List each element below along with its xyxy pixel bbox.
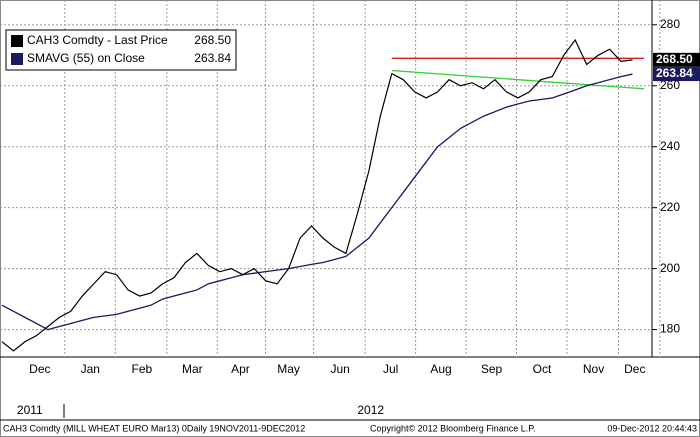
x-tick-label: Jun	[331, 362, 350, 376]
x-tick-label: Jul	[383, 362, 398, 376]
x-tick-label: May	[277, 362, 300, 376]
legend-label: SMAVG (55) on Close	[27, 51, 145, 65]
footer-left: CAH3 Comdty (MILL WHEAT EURO Mar13) 0Dai…	[3, 423, 305, 433]
series-line	[1, 38, 633, 352]
x-tick-label: Jan	[81, 362, 100, 376]
x-tick-label: Nov	[583, 362, 604, 376]
legend-value: 263.84	[194, 51, 231, 65]
series-line	[1, 73, 633, 331]
last-value-label: 268.50	[656, 52, 693, 66]
legend-box	[5, 29, 237, 71]
x-tick-label: Dec	[624, 362, 645, 376]
x-tick-label: Dec	[29, 362, 50, 376]
legend-value: 268.50	[194, 33, 231, 47]
footer-center: Copyright© 2012 Bloomberg Finance L.P.	[370, 423, 536, 433]
x-tick-label: Sep	[481, 362, 503, 376]
x-tick-label: Feb	[132, 362, 153, 376]
year-label: 2011	[17, 403, 43, 417]
legend-swatch	[11, 53, 23, 65]
y-tick-label: 240	[660, 139, 680, 153]
x-tick-label: Apr	[231, 362, 250, 376]
y-tick-label: 260	[660, 78, 680, 92]
y-tick-label: 280	[660, 17, 680, 31]
footer-right: 09-Dec-2012 20:44:43	[607, 423, 697, 433]
y-tick-label: 220	[660, 200, 680, 214]
y-tick-label: 200	[660, 261, 680, 275]
x-tick-label: Aug	[430, 362, 451, 376]
legend-label: CAH3 Comdty - Last Price	[27, 33, 168, 47]
trend-line	[391, 69, 645, 90]
legend-swatch	[11, 35, 23, 47]
last-value-box	[653, 52, 700, 67]
last-value-box	[653, 67, 700, 82]
y-tick-label: 180	[660, 322, 680, 336]
last-value-label: 263.84	[656, 66, 693, 80]
x-tick-label: Oct	[533, 362, 552, 376]
x-tick-label: Mar	[182, 362, 203, 376]
year-label: 2012	[357, 403, 384, 417]
